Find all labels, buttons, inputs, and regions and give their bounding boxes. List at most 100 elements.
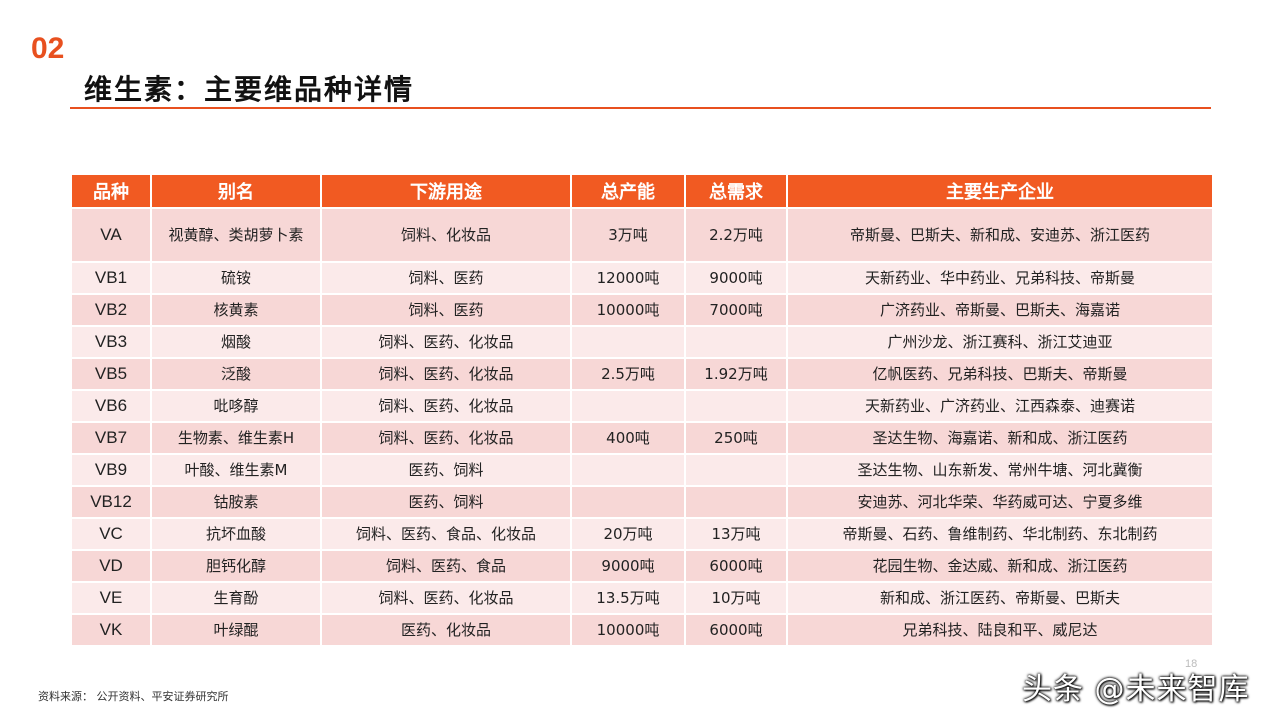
- cell-demand: [686, 455, 786, 485]
- cell-alias: 吡哆醇: [152, 391, 320, 421]
- cell-demand: 2.2万吨: [686, 209, 786, 261]
- cell-demand: 10万吨: [686, 583, 786, 613]
- cell-alias: 烟酸: [152, 327, 320, 357]
- cell-variety: VB2: [72, 295, 150, 325]
- cell-alias: 生物素、维生素H: [152, 423, 320, 453]
- table-row: VD 胆钙化醇 饲料、医药、食品 9000吨 6000吨 花园生物、金达威、新和…: [72, 551, 1212, 581]
- cell-variety: VC: [72, 519, 150, 549]
- cell-variety: VE: [72, 583, 150, 613]
- cell-capacity: 3万吨: [572, 209, 684, 261]
- cell-variety: VB1: [72, 263, 150, 293]
- cell-capacity: 2.5万吨: [572, 359, 684, 389]
- cell-usage: 饲料、医药、化妆品: [322, 327, 570, 357]
- cell-capacity: 20万吨: [572, 519, 684, 549]
- table-row: VA 视黄醇、类胡萝卜素 饲料、化妆品 3万吨 2.2万吨 帝斯曼、巴斯夫、新和…: [72, 209, 1212, 261]
- cell-demand: 9000吨: [686, 263, 786, 293]
- cell-capacity: 9000吨: [572, 551, 684, 581]
- cell-variety: VK: [72, 615, 150, 645]
- cell-usage: 饲料、医药: [322, 263, 570, 293]
- cell-demand: 7000吨: [686, 295, 786, 325]
- cell-usage: 医药、饲料: [322, 487, 570, 517]
- cell-alias: 胆钙化醇: [152, 551, 320, 581]
- cell-alias: 抗坏血酸: [152, 519, 320, 549]
- cell-capacity: 13.5万吨: [572, 583, 684, 613]
- page-number: 18: [1185, 658, 1198, 670]
- cell-capacity: [572, 391, 684, 421]
- table-row: VB12 钴胺素 医药、饲料 安迪苏、河北华荣、华药威可达、宁夏多维: [72, 487, 1212, 517]
- cell-demand: [686, 391, 786, 421]
- cell-producers: 广济药业、帝斯曼、巴斯夫、海嘉诺: [788, 295, 1212, 325]
- cell-variety: VB3: [72, 327, 150, 357]
- cell-demand: 13万吨: [686, 519, 786, 549]
- cell-alias: 叶酸、维生素M: [152, 455, 320, 485]
- cell-alias: 泛酸: [152, 359, 320, 389]
- cell-usage: 饲料、医药: [322, 295, 570, 325]
- table-row: VB3 烟酸 饲料、医药、化妆品 广州沙龙、浙江赛科、浙江艾迪亚: [72, 327, 1212, 357]
- cell-usage: 饲料、医药、食品、化妆品: [322, 519, 570, 549]
- cell-usage: 医药、化妆品: [322, 615, 570, 645]
- section-number: 02: [31, 32, 65, 65]
- title-divider: [70, 107, 1211, 109]
- cell-variety: VB7: [72, 423, 150, 453]
- table-row: VC 抗坏血酸 饲料、医药、食品、化妆品 20万吨 13万吨 帝斯曼、石药、鲁维…: [72, 519, 1212, 549]
- table-row: VB9 叶酸、维生素M 医药、饲料 圣达生物、山东新发、常州牛塘、河北冀衡: [72, 455, 1212, 485]
- cell-producers: 天新药业、广济药业、江西森泰、迪赛诺: [788, 391, 1212, 421]
- cell-producers: 安迪苏、河北华荣、华药威可达、宁夏多维: [788, 487, 1212, 517]
- cell-usage: 医药、饲料: [322, 455, 570, 485]
- source-note: 资料来源： 公开资料、平安证券研究所: [38, 690, 229, 703]
- cell-producers: 帝斯曼、巴斯夫、新和成、安迪苏、浙江医药: [788, 209, 1212, 261]
- watermark: 头条 @未来智库: [1022, 672, 1250, 707]
- cell-demand: 6000吨: [686, 615, 786, 645]
- cell-capacity: [572, 327, 684, 357]
- table-row: VE 生育酚 饲料、医药、化妆品 13.5万吨 10万吨 新和成、浙江医药、帝斯…: [72, 583, 1212, 613]
- table-row: VK 叶绿醌 医药、化妆品 10000吨 6000吨 兄弟科技、陆良和平、威尼达: [72, 615, 1212, 645]
- cell-demand: [686, 487, 786, 517]
- cell-alias: 钴胺素: [152, 487, 320, 517]
- cell-producers: 帝斯曼、石药、鲁维制药、华北制药、东北制药: [788, 519, 1212, 549]
- page-title: 维生素：主要维品种详情: [84, 73, 415, 106]
- table-row: VB1 硫铵 饲料、医药 12000吨 9000吨 天新药业、华中药业、兄弟科技…: [72, 263, 1212, 293]
- cell-capacity: [572, 487, 684, 517]
- cell-alias: 硫铵: [152, 263, 320, 293]
- cell-usage: 饲料、医药、化妆品: [322, 423, 570, 453]
- cell-producers: 亿帆医药、兄弟科技、巴斯夫、帝斯曼: [788, 359, 1212, 389]
- cell-producers: 兄弟科技、陆良和平、威尼达: [788, 615, 1212, 645]
- table-row: VB5 泛酸 饲料、医药、化妆品 2.5万吨 1.92万吨 亿帆医药、兄弟科技、…: [72, 359, 1212, 389]
- header-producers: 主要生产企业: [788, 175, 1212, 207]
- cell-variety: VA: [72, 209, 150, 261]
- cell-usage: 饲料、医药、化妆品: [322, 391, 570, 421]
- header-variety: 品种: [72, 175, 150, 207]
- cell-demand: 6000吨: [686, 551, 786, 581]
- cell-variety: VB12: [72, 487, 150, 517]
- cell-demand: 1.92万吨: [686, 359, 786, 389]
- cell-demand: 250吨: [686, 423, 786, 453]
- cell-usage: 饲料、医药、化妆品: [322, 583, 570, 613]
- header-usage: 下游用途: [322, 175, 570, 207]
- cell-capacity: [572, 455, 684, 485]
- cell-alias: 核黄素: [152, 295, 320, 325]
- cell-alias: 视黄醇、类胡萝卜素: [152, 209, 320, 261]
- cell-usage: 饲料、医药、化妆品: [322, 359, 570, 389]
- cell-capacity: 10000吨: [572, 615, 684, 645]
- cell-variety: VB9: [72, 455, 150, 485]
- cell-variety: VB6: [72, 391, 150, 421]
- header-capacity: 总产能: [572, 175, 684, 207]
- cell-capacity: 400吨: [572, 423, 684, 453]
- table-row: VB6 吡哆醇 饲料、医药、化妆品 天新药业、广济药业、江西森泰、迪赛诺: [72, 391, 1212, 421]
- table-row: VB7 生物素、维生素H 饲料、医药、化妆品 400吨 250吨 圣达生物、海嘉…: [72, 423, 1212, 453]
- cell-variety: VD: [72, 551, 150, 581]
- cell-producers: 新和成、浙江医药、帝斯曼、巴斯夫: [788, 583, 1212, 613]
- cell-producers: 花园生物、金达威、新和成、浙江医药: [788, 551, 1212, 581]
- cell-capacity: 12000吨: [572, 263, 684, 293]
- cell-alias: 叶绿醌: [152, 615, 320, 645]
- header-alias: 别名: [152, 175, 320, 207]
- cell-usage: 饲料、化妆品: [322, 209, 570, 261]
- cell-variety: VB5: [72, 359, 150, 389]
- cell-producers: 广州沙龙、浙江赛科、浙江艾迪亚: [788, 327, 1212, 357]
- cell-alias: 生育酚: [152, 583, 320, 613]
- vitamin-table: 品种 别名 下游用途 总产能 总需求 主要生产企业 VA 视黄醇、类胡萝卜素 饲…: [70, 173, 1214, 647]
- table-row: VB2 核黄素 饲料、医药 10000吨 7000吨 广济药业、帝斯曼、巴斯夫、…: [72, 295, 1212, 325]
- cell-capacity: 10000吨: [572, 295, 684, 325]
- header-demand: 总需求: [686, 175, 786, 207]
- cell-producers: 天新药业、华中药业、兄弟科技、帝斯曼: [788, 263, 1212, 293]
